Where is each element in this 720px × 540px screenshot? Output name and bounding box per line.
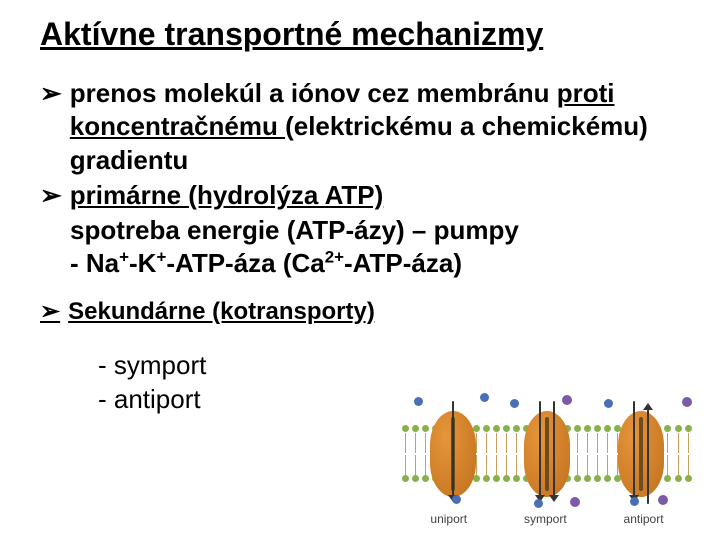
diagram-labels: uniport symport antiport	[402, 512, 692, 526]
bullet-2: ➢ primárne (hydrolýza ATP)	[40, 179, 680, 212]
protein-antiport	[618, 411, 664, 497]
bullet-list: ➢ prenos molekúl a iónov cez membránu pr…	[40, 77, 680, 417]
bullet-marker: ➢	[40, 179, 62, 212]
label-antiport: antiport	[624, 512, 664, 526]
b2l3-mid2: -ATP-áza (Ca	[166, 248, 324, 278]
transport-diagram: uniport symport antiport	[402, 391, 692, 526]
secondary-text: Sekundárne (kotransporty)	[68, 297, 375, 328]
bullet-2-line3: - Na+-K+-ATP-áza (Ca2+-ATP-áza)	[70, 247, 680, 280]
label-symport: symport	[524, 512, 567, 526]
b2l3-sup3: 2+	[325, 248, 344, 267]
slide-title: Aktívne transportné mechanizmy	[40, 16, 680, 53]
arrow-antiport-up	[647, 409, 649, 504]
arrow-symport-1	[539, 401, 541, 496]
protein-symport	[524, 411, 570, 497]
b2l3-mid1: -K	[129, 248, 156, 278]
slide-content: Aktívne transportné mechanizmy ➢ prenos …	[0, 0, 720, 417]
b2l3-pre: - Na	[70, 248, 119, 278]
label-uniport: uniport	[430, 512, 467, 526]
arrow-uniport	[452, 401, 454, 496]
bullet-marker: ➢	[40, 297, 60, 328]
bullet-marker: ➢	[40, 77, 62, 177]
bullet-1-pre: prenos molekúl a iónov cez membránu	[70, 78, 557, 108]
b2l3-post: -ATP-áza)	[344, 248, 462, 278]
b2l3-sup2: +	[156, 248, 166, 267]
b2l3-sup1: +	[119, 248, 129, 267]
bullet-1: ➢ prenos molekúl a iónov cez membránu pr…	[40, 77, 680, 177]
bullet-1-text: prenos molekúl a iónov cez membránu prot…	[70, 77, 680, 177]
arrow-antiport-down	[633, 401, 635, 496]
bullet-2-underline: primárne (hydrolýza ATP)	[70, 179, 680, 212]
secondary-heading: ➢ Sekundárne (kotransporty)	[40, 297, 680, 328]
sublist-symport: - symport	[98, 349, 680, 383]
bullet-2-line2: spotreba energie (ATP-ázy) – pumpy	[70, 214, 680, 247]
arrow-symport-2	[553, 401, 555, 496]
